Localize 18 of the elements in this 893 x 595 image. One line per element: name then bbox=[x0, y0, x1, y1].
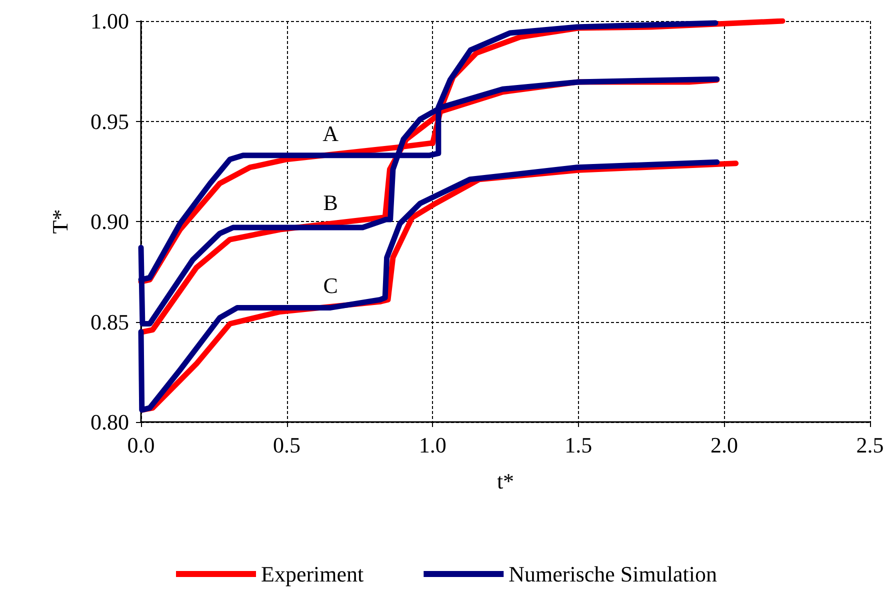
y-tick-label: 0.85 bbox=[90, 309, 129, 334]
y-tick-label: 0.90 bbox=[90, 209, 129, 234]
x-tick-label: 2.5 bbox=[856, 432, 884, 458]
y-tick-label: 0.95 bbox=[90, 108, 129, 134]
annotation: A bbox=[322, 121, 339, 146]
y-tick-label: 1.00 bbox=[90, 8, 129, 34]
annotation: C bbox=[323, 273, 338, 298]
annotation: B bbox=[323, 190, 338, 216]
legend-label: Experiment bbox=[261, 562, 364, 586]
legend-label: Numerische Simulation bbox=[508, 562, 717, 586]
y-tick-label: 0.80 bbox=[90, 410, 129, 434]
x-tick-label: 1.0 bbox=[418, 432, 446, 458]
x-tick-label: 0.0 bbox=[127, 432, 155, 458]
x-tick-label: 1.5 bbox=[564, 432, 592, 458]
x-tick-label: 2.0 bbox=[710, 432, 738, 458]
x-axis-title: t* bbox=[496, 468, 514, 494]
x-tick-label: 0.5 bbox=[273, 432, 301, 458]
y-axis-title: T* bbox=[48, 209, 72, 234]
